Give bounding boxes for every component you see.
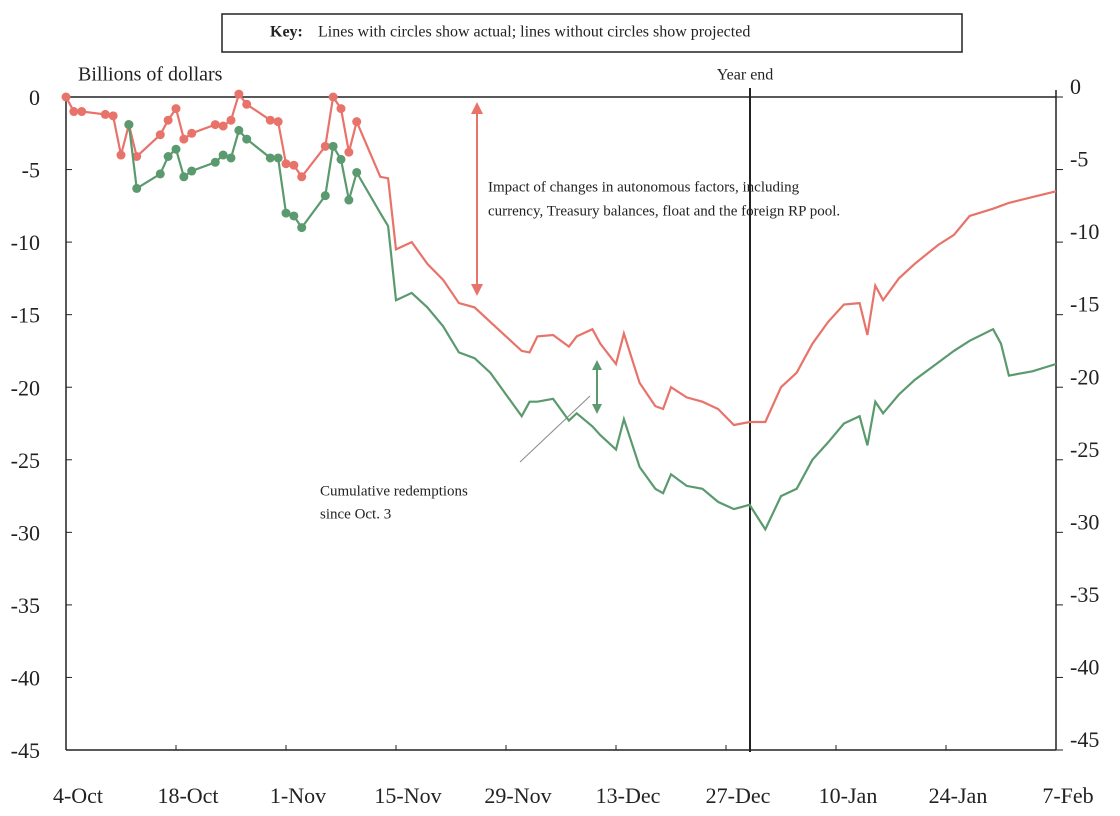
annotation-text: since Oct. 3 xyxy=(320,506,391,522)
pointer-line xyxy=(519,395,591,463)
point xyxy=(163,151,173,161)
point xyxy=(155,169,165,179)
point xyxy=(155,130,165,140)
x-tick-label: 29-Nov xyxy=(484,783,551,808)
y-tick-label: -25 xyxy=(11,448,40,473)
y-tick-label: -20 xyxy=(11,375,40,400)
point xyxy=(297,172,307,182)
annotation-text: Impact of changes in autonomous factors,… xyxy=(488,179,800,195)
y-tick-label: -40 xyxy=(11,665,40,690)
point xyxy=(281,159,291,169)
point xyxy=(187,128,197,138)
point xyxy=(289,160,299,170)
point xyxy=(171,104,181,114)
y2-tick-label: -10 xyxy=(1070,219,1099,244)
point xyxy=(210,157,220,167)
y-tick-label: 0 xyxy=(29,85,40,110)
x-tick-label: 10-Jan xyxy=(819,783,878,808)
point xyxy=(320,191,330,201)
x-tick-label: 24-Jan xyxy=(929,783,988,808)
point xyxy=(210,120,220,130)
annotation-text: currency, Treasury balances, float and t… xyxy=(488,203,840,219)
x-tick-label: 18-Oct xyxy=(157,783,218,808)
point xyxy=(179,172,189,182)
point xyxy=(116,150,126,160)
y-tick-label: -30 xyxy=(11,520,40,545)
y2-tick-label: -35 xyxy=(1070,582,1099,607)
red-arrow xyxy=(471,102,483,296)
point xyxy=(344,195,354,205)
point xyxy=(124,120,134,130)
point xyxy=(242,99,252,109)
y-tick-label: -15 xyxy=(11,303,40,328)
point xyxy=(132,183,142,193)
x-tick-label: 15-Nov xyxy=(374,783,441,808)
y2-tick-label: 0 xyxy=(1070,74,1081,99)
point xyxy=(344,147,354,157)
key-label: Key: xyxy=(270,24,303,41)
point xyxy=(352,117,362,127)
point xyxy=(336,154,346,164)
y2-tick-label: -30 xyxy=(1070,509,1099,534)
point xyxy=(61,92,71,102)
y-axis-label: Billions of dollars xyxy=(78,64,223,86)
y2-tick-label: -15 xyxy=(1070,292,1099,317)
x-tick-label: 7-Feb xyxy=(1042,783,1093,808)
series-line xyxy=(355,121,1057,427)
point xyxy=(328,92,338,102)
x-tick-label: 13-Dec xyxy=(596,783,661,808)
point xyxy=(226,115,236,125)
y-tick-label: -5 xyxy=(22,158,40,183)
point xyxy=(132,151,142,161)
series-line xyxy=(355,171,1057,532)
y-tick-label: -35 xyxy=(11,593,40,618)
point xyxy=(108,111,118,121)
series-line xyxy=(127,124,358,230)
point xyxy=(100,109,110,119)
point xyxy=(328,141,338,151)
point xyxy=(69,107,79,117)
point xyxy=(234,125,244,135)
annotation-text: Cumulative redemptions xyxy=(320,483,468,499)
x-tick-label: 27-Dec xyxy=(706,783,771,808)
point xyxy=(273,117,283,127)
point xyxy=(297,223,307,233)
green-arrow xyxy=(592,360,602,414)
point xyxy=(218,121,228,131)
point xyxy=(281,208,291,218)
point xyxy=(265,153,275,163)
x-tick-label: 1-Nov xyxy=(270,783,326,808)
point xyxy=(77,107,87,117)
point xyxy=(226,153,236,163)
point xyxy=(234,89,244,99)
point xyxy=(163,115,173,125)
y-tick-label: -45 xyxy=(11,738,40,763)
point xyxy=(265,115,275,125)
y2-tick-label: -5 xyxy=(1070,147,1088,172)
y2-tick-label: -45 xyxy=(1070,727,1099,752)
point xyxy=(273,153,283,163)
year-end-label: Year end xyxy=(717,67,774,84)
x-tick-label: 4-Oct xyxy=(53,783,103,808)
key-text: Lines with circles show actual; lines wi… xyxy=(318,24,750,41)
point xyxy=(289,211,299,221)
point xyxy=(179,134,189,144)
y-tick-label: -10 xyxy=(11,230,40,255)
y2-tick-label: -40 xyxy=(1070,654,1099,679)
point xyxy=(352,167,362,177)
point xyxy=(242,134,252,144)
point xyxy=(187,166,197,176)
y2-tick-label: -20 xyxy=(1070,364,1099,389)
y2-tick-label: -25 xyxy=(1070,437,1099,462)
point xyxy=(336,104,346,114)
point xyxy=(171,144,181,154)
point xyxy=(320,141,330,151)
key-box xyxy=(221,13,963,53)
point xyxy=(218,150,228,160)
